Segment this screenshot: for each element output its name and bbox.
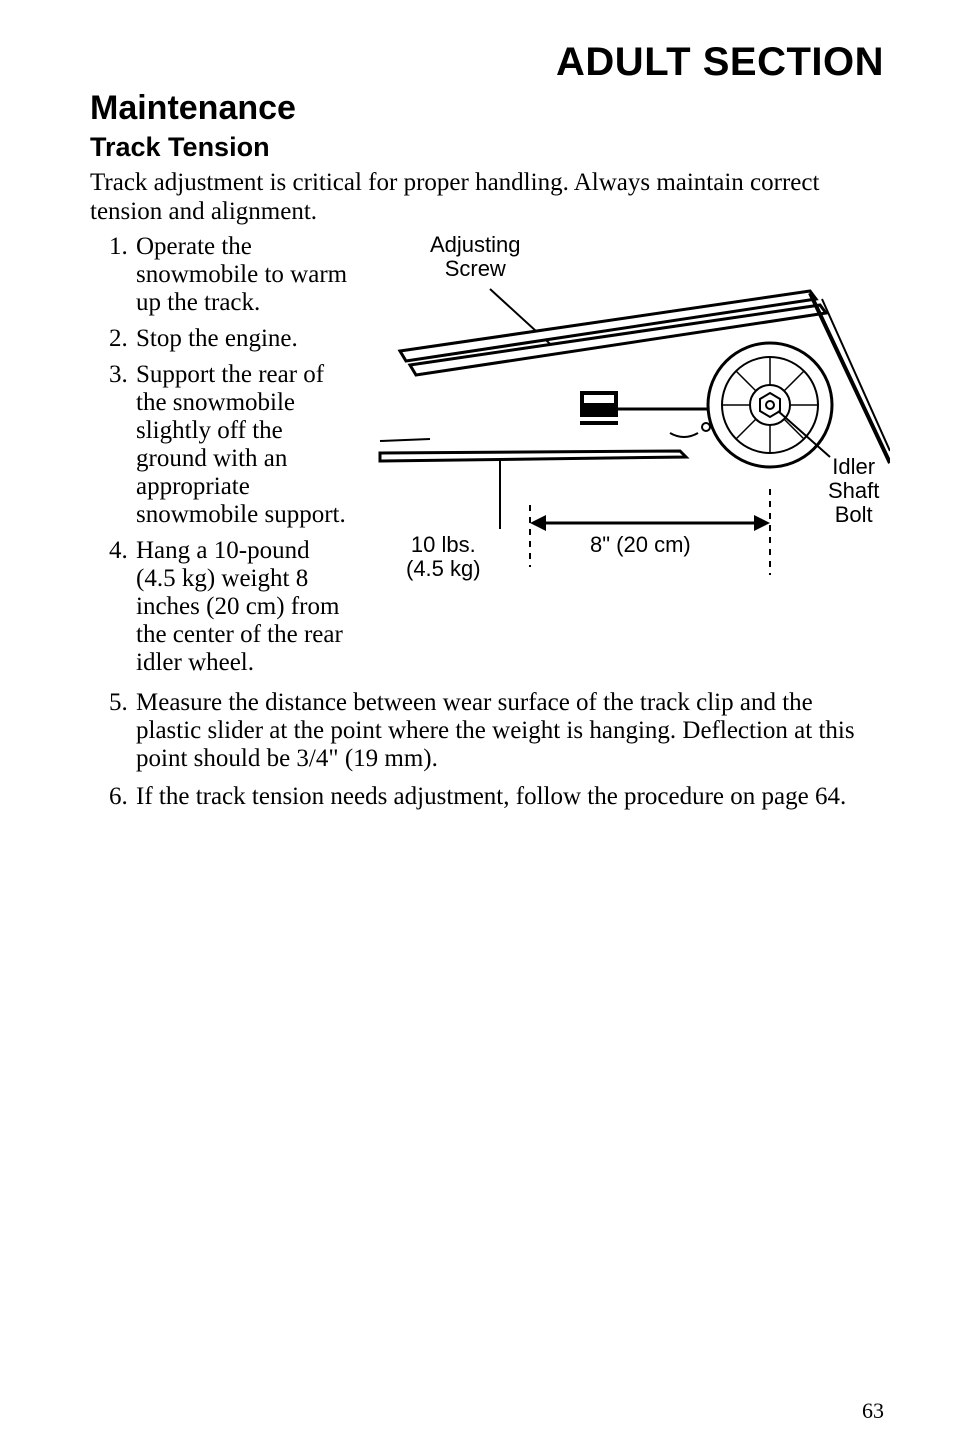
steps-list-top: Operate the snowmobile to warm up the tr… bbox=[90, 233, 350, 677]
list-item: If the track tension needs adjustment, f… bbox=[134, 783, 884, 811]
page-number: 63 bbox=[862, 1398, 884, 1424]
list-item: Hang a 10-pound (4.5 kg) weight 8 inches… bbox=[134, 537, 350, 677]
heading-track-tension: Track Tension bbox=[90, 132, 884, 163]
intro-paragraph: Track adjustment is critical for proper … bbox=[90, 169, 884, 227]
list-item: Stop the engine. bbox=[134, 325, 350, 353]
list-item: Measure the distance between wear surfac… bbox=[134, 689, 884, 773]
diagram-svg bbox=[370, 233, 890, 593]
list-item: Support the rear of the snowmobile sligh… bbox=[134, 361, 350, 529]
steps-list-bottom: Measure the distance between wear surfac… bbox=[90, 689, 884, 811]
section-title: ADULT SECTION bbox=[90, 40, 884, 85]
list-item: Operate the snowmobile to warm up the tr… bbox=[134, 233, 350, 317]
heading-maintenance: Maintenance bbox=[90, 89, 884, 128]
track-tension-diagram: Adjusting Screw Idler Shaft Bolt 10 lbs.… bbox=[370, 233, 890, 593]
